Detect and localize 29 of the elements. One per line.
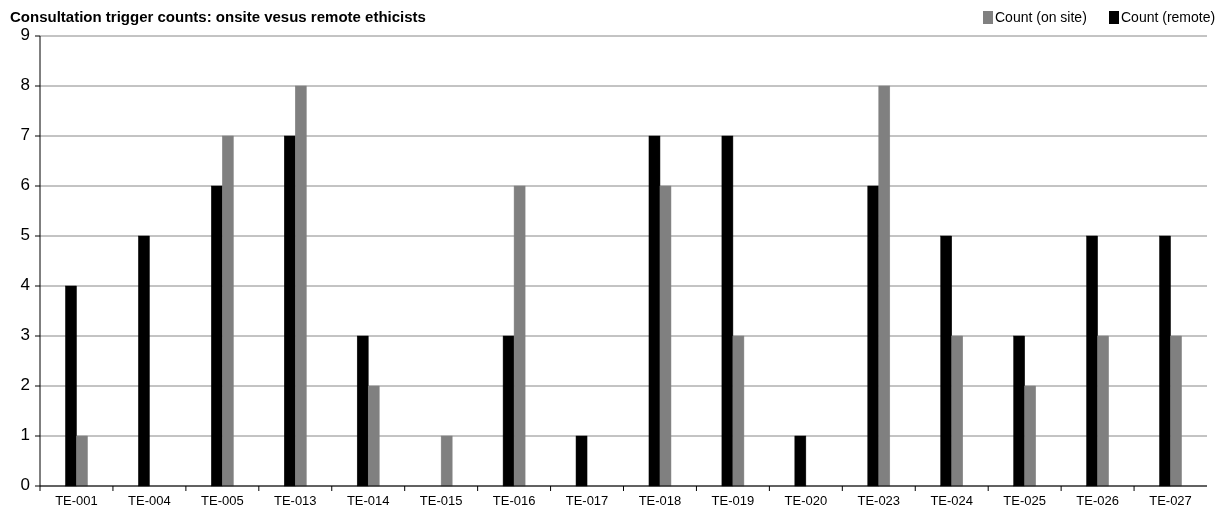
- x-tick-label: TE-023: [857, 493, 901, 509]
- x-tick-label: TE-026: [1076, 493, 1119, 509]
- x-tick-label: TE-020: [784, 493, 828, 509]
- y-tick-label: 5: [20, 225, 30, 245]
- x-tick-label: TE-005: [201, 493, 244, 509]
- chart-title: Consultation trigger counts: onsite vesus remote ethicists: [10, 7, 426, 25]
- y-tick-label: 1: [20, 425, 30, 445]
- x-tick-label: TE-016: [492, 493, 536, 509]
- x-tick-label: TE-018: [638, 493, 682, 509]
- legend-label: Count (on site): [995, 8, 1087, 25]
- x-tick-label: TE-015: [419, 493, 463, 509]
- x-tick-label: TE-017: [565, 493, 609, 509]
- y-tick-label: 7: [20, 125, 30, 145]
- x-tick-label: TE-027: [1149, 493, 1192, 509]
- x-tick-label: TE-013: [273, 493, 317, 509]
- y-tick-label: 4: [20, 275, 30, 295]
- y-tick-label: 6: [20, 175, 30, 195]
- y-tick-label: 8: [20, 75, 30, 95]
- x-tick-label: TE-025: [1003, 493, 1046, 509]
- x-tick-label: TE-024: [930, 493, 974, 509]
- y-tick-label: 0: [20, 475, 30, 495]
- y-tick-label: 9: [20, 25, 30, 45]
- x-tick-label: TE-014: [346, 493, 390, 509]
- y-tick-label: 2: [20, 375, 30, 395]
- y-tick-label: 3: [20, 325, 30, 345]
- legend-label: Count (remote): [1121, 8, 1215, 25]
- x-tick-label: TE-019: [711, 493, 755, 509]
- x-tick-label: TE-001: [55, 493, 98, 509]
- x-tick-label: TE-004: [128, 493, 171, 509]
